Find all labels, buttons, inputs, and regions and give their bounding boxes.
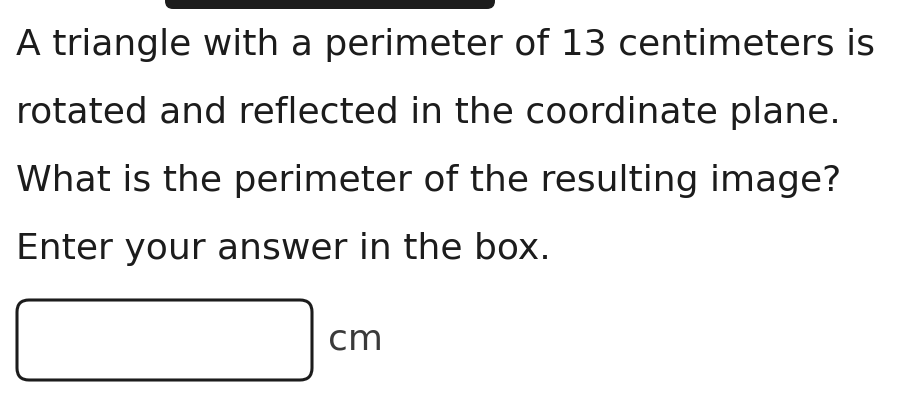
Text: cm: cm [328, 323, 383, 357]
Text: What is the perimeter of the resulting image?: What is the perimeter of the resulting i… [16, 164, 842, 198]
Text: rotated and reflected in the coordinate plane.: rotated and reflected in the coordinate … [16, 96, 841, 130]
Text: A triangle with a perimeter of 13 centimeters is: A triangle with a perimeter of 13 centim… [16, 28, 876, 62]
FancyBboxPatch shape [165, 0, 495, 9]
Text: Enter your answer in the box.: Enter your answer in the box. [16, 232, 551, 266]
FancyBboxPatch shape [17, 300, 312, 380]
